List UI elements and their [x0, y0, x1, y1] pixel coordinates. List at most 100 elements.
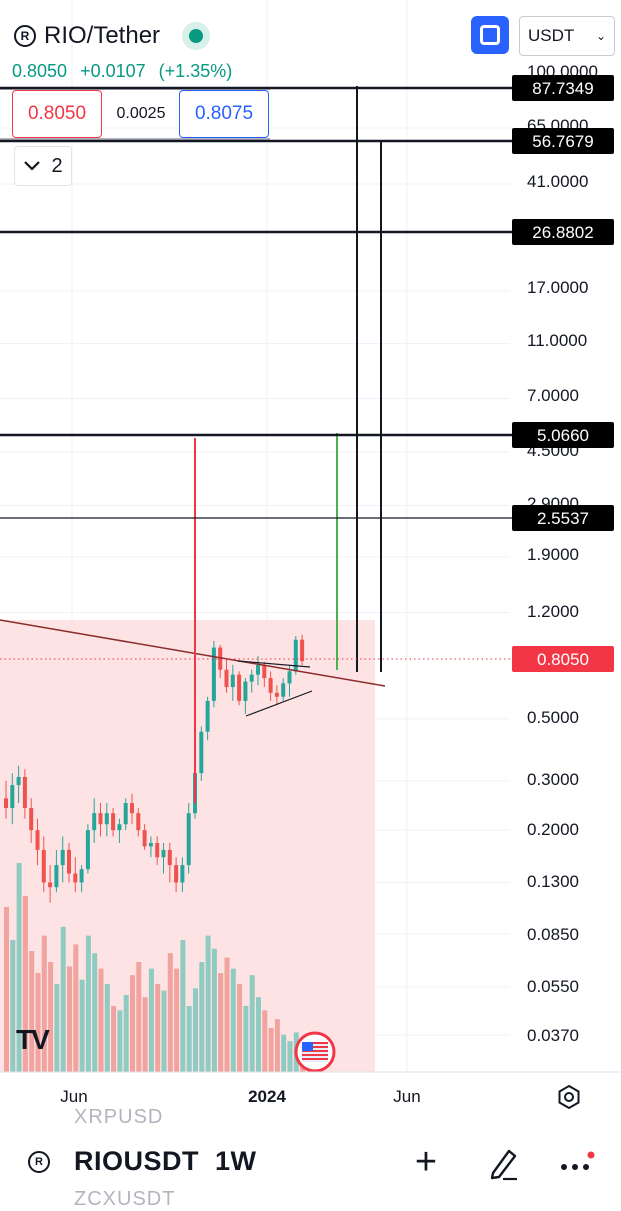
volume-bar — [4, 907, 9, 1072]
volume-bar — [211, 948, 217, 1072]
level-price-tag — [512, 422, 614, 448]
candle-body — [211, 647, 216, 701]
candle-body — [29, 808, 34, 831]
flag-stripe — [302, 1054, 328, 1056]
symbol-title-row[interactable]: R RIO/Tether — [14, 22, 211, 50]
price-tick-label: 0.0850 — [527, 925, 579, 944]
candle-body — [35, 830, 40, 850]
tradingview-logo-icon: TV — [16, 1024, 50, 1055]
candle-body — [104, 813, 109, 825]
settings-gear-icon[interactable] — [556, 1084, 582, 1110]
triangle-upper-line — [237, 660, 311, 668]
live-status-dot — [182, 22, 211, 50]
level-price-label: 56.7679 — [532, 132, 593, 151]
volume-bar — [117, 1010, 123, 1072]
volume-bar — [180, 940, 186, 1072]
candle-body — [98, 813, 103, 825]
volume-bar — [35, 973, 41, 1072]
time-axis: Jun 2024 Jun — [0, 1071, 621, 1106]
symbol-label[interactable]: RIOUSDT — [74, 1146, 199, 1176]
volume-bar — [60, 926, 66, 1072]
flag-stripe — [302, 1058, 328, 1060]
price-tick-label: 0.1300 — [527, 872, 579, 891]
volume-bar — [174, 968, 180, 1072]
candle-body — [130, 803, 134, 814]
candle-body — [16, 776, 21, 786]
drawings — [0, 86, 386, 1073]
price-tick-label: 41.0000 — [527, 172, 588, 191]
candle-body — [224, 669, 229, 688]
volume-bar — [218, 973, 224, 1072]
currency-select[interactable]: USDT ⌄ — [519, 16, 615, 56]
add-icon[interactable]: + — [414, 1141, 438, 1183]
price-tick-label: 1.2000 — [527, 602, 579, 621]
bottom-toolbar: XRPUSD ZCXUSDT — [0, 1106, 621, 1210]
volume-bar — [98, 968, 104, 1072]
indicators-collapse-button[interactable]: 2 — [14, 146, 72, 186]
candle-body — [92, 813, 97, 831]
price-change: +0.0107 — [80, 61, 146, 81]
chevron-down-icon — [24, 161, 41, 171]
interval-label[interactable]: 1W — [215, 1146, 257, 1176]
candle-body — [10, 785, 15, 809]
country-flag-icon — [294, 1031, 336, 1073]
candle-body — [123, 803, 128, 825]
candle-body — [262, 664, 267, 679]
volume-bar — [54, 984, 60, 1072]
candle-body — [155, 842, 160, 858]
symbol-interval-selector[interactable]: RIOUSDT 1W — [74, 1146, 273, 1177]
current-price-tag — [512, 646, 614, 672]
candle-body — [22, 776, 27, 809]
candle-body — [249, 674, 254, 682]
volume-bar — [67, 966, 72, 1072]
volume-bar — [186, 1006, 192, 1072]
time-tick-label: 2024 — [248, 1087, 286, 1106]
volume-bar — [111, 1006, 117, 1072]
fullscreen-icon — [480, 25, 500, 45]
volume-bar — [268, 1028, 274, 1072]
level-price-label: 87.7349 — [532, 79, 593, 98]
candle-body — [161, 849, 166, 858]
candle-body — [41, 849, 46, 883]
time-tick-label: Jun — [393, 1087, 420, 1106]
volume-bar — [249, 975, 255, 1072]
candle-body — [293, 639, 298, 672]
candle-body — [218, 647, 223, 670]
candle-body — [142, 830, 147, 847]
price-chart[interactable]: 100.000065.000041.000017.000011.00007.00… — [0, 0, 621, 1112]
level-price-label: 26.8802 — [532, 223, 593, 242]
volume-bar — [10, 940, 16, 1072]
fullscreen-button[interactable] — [471, 16, 509, 54]
candle-body — [287, 671, 292, 684]
buy-price-button[interactable]: 0.8075 — [179, 90, 269, 138]
level-price-tag — [512, 128, 614, 154]
flag-canton — [302, 1042, 313, 1051]
pair-title[interactable]: RIO/Tether — [44, 22, 161, 49]
sell-price-button[interactable]: 0.8050 — [12, 90, 102, 138]
indicator-count: 2 — [51, 154, 63, 177]
price-change-percent: (+1.35%) — [158, 61, 233, 81]
flag-stripe — [302, 1042, 328, 1044]
candle-body — [136, 813, 141, 831]
order-panel-border — [0, 138, 270, 141]
level-price-tag — [512, 75, 614, 101]
volume-bar — [230, 968, 236, 1072]
chart-header: R RIO/Tether 0.8050 +0.0107 (+1.35%) USD… — [0, 0, 621, 90]
drawing-tool-icon[interactable] — [483, 1143, 523, 1183]
candle-body — [243, 681, 248, 701]
level-price-tag — [512, 505, 614, 531]
volume-bar — [92, 953, 98, 1072]
volume-bar — [79, 979, 85, 1072]
candle-body — [67, 849, 71, 874]
candle-body — [60, 849, 65, 866]
volume-bar — [136, 962, 142, 1072]
more-options-icon[interactable] — [556, 1148, 596, 1178]
candle-body — [256, 664, 260, 675]
price-change-row: 0.8050 +0.0107 (+1.35%) — [12, 61, 240, 82]
candle-body — [117, 824, 122, 831]
volume-bar — [48, 962, 54, 1072]
volume-bar — [41, 935, 47, 1072]
candle-body — [54, 865, 59, 888]
candle-body — [300, 639, 305, 662]
candle-body — [274, 692, 279, 697]
